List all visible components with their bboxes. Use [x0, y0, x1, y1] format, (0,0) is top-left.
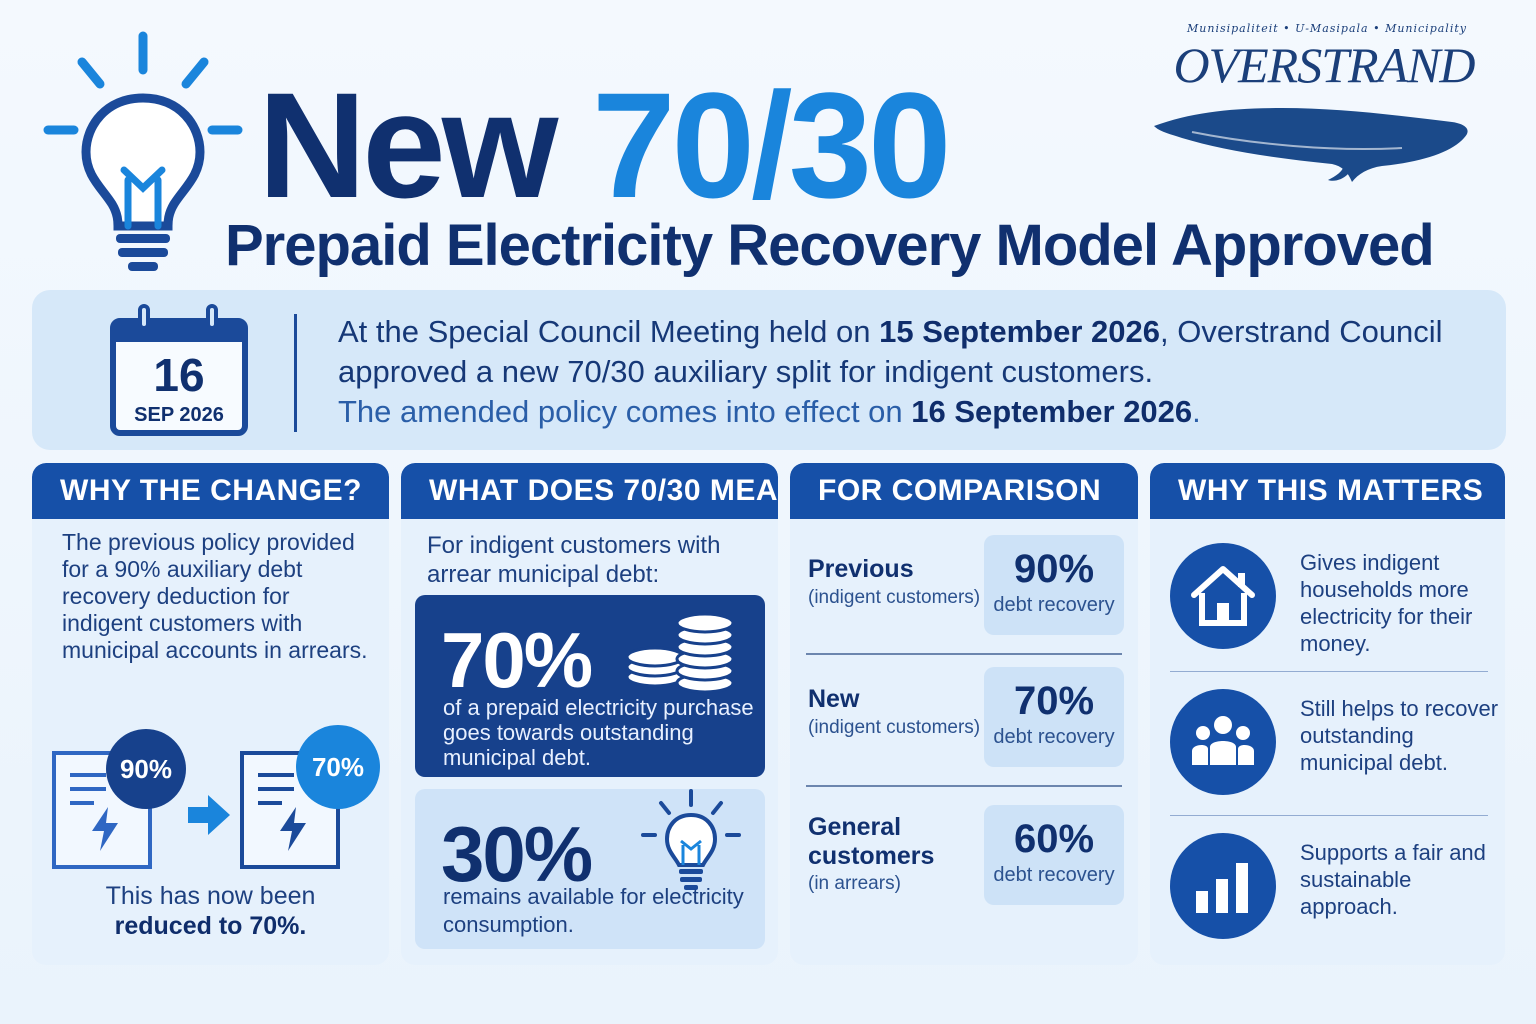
logo-tagline: Munisipaliteit • U-Masipala • Municipali…: [1187, 22, 1467, 35]
comparison-pct: 60%: [1013, 817, 1095, 861]
overstrand-logo: Munisipaliteit • U-Masipala • Municipali…: [1152, 22, 1492, 182]
meaning-heading: WHAT DOES 70/30 MEAN?: [401, 463, 778, 519]
split-30-value: 30%: [441, 810, 593, 898]
comparison-pct: 90%: [1013, 547, 1095, 591]
page-title: New 70/30: [258, 70, 952, 220]
title-new: New: [258, 61, 558, 229]
comparison-panel: FOR COMPARISON Previous (indigent custom…: [790, 463, 1138, 965]
matters-text: Gives indigent households more electrici…: [1300, 550, 1473, 656]
meaning-panel: WHAT DOES 70/30 MEAN? For indigent custo…: [401, 463, 778, 965]
comparison-value-box: 60% debt recovery: [984, 805, 1124, 905]
matters-text: Still helps to recover outstanding munic…: [1300, 696, 1499, 775]
coins-icon: [625, 612, 735, 694]
footer-text: This has now been: [105, 882, 316, 910]
comparison-cap: debt recovery: [993, 726, 1115, 748]
comparison-row-general: General customers (in arrears) 60% debt …: [806, 805, 1126, 909]
previous-pct-badge: 90%: [106, 729, 186, 809]
matters-item: Gives indigent households more electrici…: [1170, 543, 1490, 656]
calendar-day: 16: [153, 349, 205, 401]
calendar-icon: 16 SEP 2026: [110, 304, 250, 436]
logo-name: OVERSTRAND: [1173, 37, 1475, 93]
announce-line3-post: .: [1192, 394, 1201, 429]
effective-date: 16 September 2026: [911, 394, 1193, 429]
divider: [294, 314, 297, 432]
why-change-footer: This has now been reduced to 70%.: [32, 881, 389, 941]
meeting-date: 15 September 2026: [879, 314, 1161, 349]
bar-chart-icon: [1170, 833, 1276, 939]
comparison-heading: FOR COMPARISON: [790, 463, 1138, 519]
divider: [1170, 671, 1488, 672]
announce-line1-post: , Overstrand Council: [1160, 314, 1443, 349]
comparison-row-previous: Previous (indigent customers) 90% debt r…: [806, 535, 1126, 639]
announce-line1-pre: At the Special Council Meeting held on: [338, 314, 880, 349]
lightbulb-icon: [40, 30, 250, 275]
split-30-card: 30% remains available for electricity co…: [415, 789, 765, 949]
matters-item: Still helps to recover outstanding munic…: [1170, 689, 1498, 799]
lightbulb-icon: [641, 789, 741, 890]
comparison-label: New: [808, 685, 860, 713]
document-icon: [52, 751, 152, 869]
comparison-label: Previous: [808, 555, 914, 583]
footer-bold: reduced to 70%.: [114, 912, 307, 940]
matters-item: Supports a fair and sustainable approach…: [1170, 833, 1490, 943]
comparison-sub: (indigent customers): [808, 587, 981, 608]
comparison-sub: (indigent customers): [808, 717, 981, 738]
comparison-row-new: New (indigent customers) 70% debt recove…: [806, 667, 1126, 771]
announcement-banner: 16 SEP 2026 At the Special Council Meeti…: [32, 290, 1506, 450]
matters-text: Supports a fair and sustainable approach…: [1300, 840, 1486, 919]
whale-icon: [1154, 108, 1468, 182]
divider: [1170, 815, 1488, 816]
why-change-heading: WHY THE CHANGE?: [32, 463, 389, 519]
house-icon: [1170, 543, 1276, 649]
split-70-card: 70% of a prepaid electricity purchase go…: [415, 595, 765, 777]
comparison-value-box: 70% debt recovery: [984, 667, 1124, 767]
comparison-sub: (in arrears): [808, 873, 901, 894]
split-70-value: 70%: [441, 616, 593, 704]
matters-heading: WHY THIS MATTERS: [1150, 463, 1505, 519]
split-70-desc: of a prepaid electricity purchase goes t…: [443, 695, 754, 770]
page-subtitle: Prepaid Electricity Recovery Model Appro…: [225, 213, 1435, 278]
people-icon: [1170, 689, 1276, 795]
new-pct-badge: 70%: [296, 725, 380, 809]
calendar-month: SEP 2026: [134, 404, 224, 426]
comparison-pct: 70%: [1013, 679, 1095, 723]
why-change-body: The previous policy provided for a 90% a…: [62, 529, 368, 663]
meaning-intro: For indigent customers with arrear munic…: [427, 532, 721, 588]
arrow-right-icon: [188, 795, 230, 835]
divider: [806, 653, 1122, 655]
announce-line2: approved a new 70/30 auxiliary split for…: [338, 354, 1154, 389]
title-ratio: 70/30: [592, 61, 951, 229]
why-change-panel: WHY THE CHANGE? The previous policy prov…: [32, 463, 389, 965]
announce-line3-pre: The amended policy comes into effect on: [338, 394, 912, 429]
comparison-value-box: 90% debt recovery: [984, 535, 1124, 635]
comparison-cap: debt recovery: [993, 864, 1115, 886]
divider: [806, 785, 1122, 787]
matters-panel: WHY THIS MATTERS Gives indigent househol…: [1150, 463, 1505, 965]
comparison-cap: debt recovery: [993, 594, 1115, 616]
announcement-text: At the Special Council Meeting held on 1…: [338, 312, 1488, 432]
split-30-desc: remains available for electricity consum…: [443, 884, 744, 937]
comparison-label: General customers: [808, 813, 935, 870]
